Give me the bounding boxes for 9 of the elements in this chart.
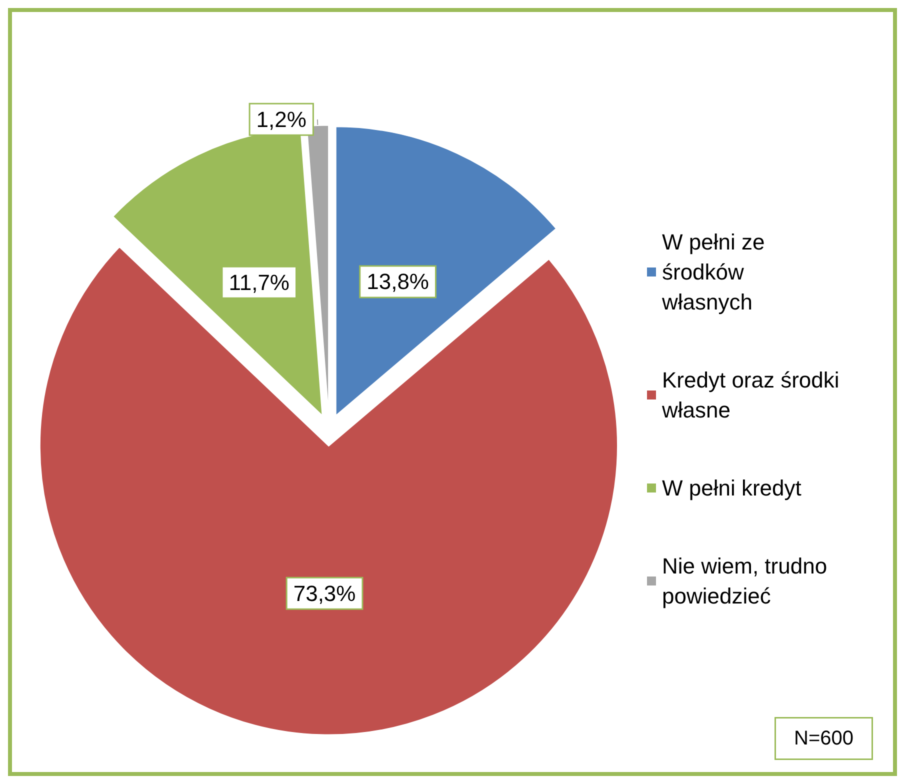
legend-label: Nie wiem, trudno powiedzieć xyxy=(662,554,834,608)
data-label: 11,7% xyxy=(228,270,290,295)
text: N=600 xyxy=(794,728,854,750)
legend-label: Kredyt oraz środki własne xyxy=(661,368,846,422)
legend-label: W pełni kredyt xyxy=(662,476,802,500)
data-label: 13,8% xyxy=(366,269,429,294)
data-label: 1,2% xyxy=(256,106,306,132)
legend-label: W pełni ze środków własnych xyxy=(661,230,771,314)
data-label: 73,3% xyxy=(293,580,356,606)
